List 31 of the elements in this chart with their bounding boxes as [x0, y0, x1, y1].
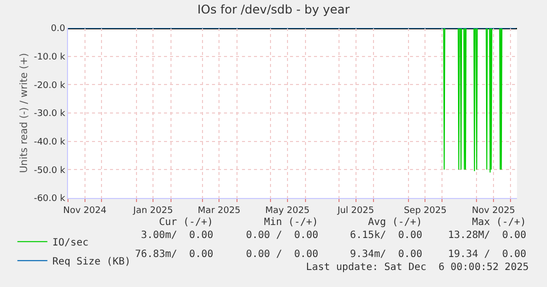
- text: 9.34m/ 0.00: [350, 249, 422, 260]
- x-tick-label: Nov 2025: [472, 206, 516, 216]
- text: 19.34 / 0.00: [448, 249, 526, 260]
- text: Last update: Sat Dec 6 00:00:52 2025: [306, 262, 529, 273]
- x-tick-label: May 2025: [265, 206, 310, 216]
- text: 0.00 / 0.00: [246, 230, 318, 241]
- text: Cur (-/+): [159, 217, 214, 228]
- x-tick-label: Sep 2025: [404, 206, 447, 216]
- text: 76.83m/ 0.00: [135, 249, 214, 260]
- legend-label: IO/sec: [52, 238, 88, 249]
- text: 0.00 / 0.00: [246, 249, 318, 260]
- y-tick-label: -60.0 k: [34, 194, 66, 204]
- y-axis-title: Units read (-) / write (+): [18, 52, 30, 174]
- x-tick-label: Nov 2024: [63, 206, 107, 216]
- y-tick-label: -20.0 k: [34, 80, 66, 91]
- text: Avg (-/+): [368, 217, 422, 228]
- y-tick-label: -30.0 k: [34, 109, 66, 120]
- y-tick-label: 0.0: [50, 24, 66, 34]
- text: 3.00m/ 0.00: [141, 230, 214, 241]
- text: Min (-/+): [264, 217, 318, 228]
- x-tick-label: Mar 2025: [198, 206, 241, 216]
- text: 6.15k/ 0.00: [350, 230, 422, 241]
- text: Max (-/+): [472, 217, 526, 228]
- y-tick-label: -50.0 k: [34, 166, 66, 176]
- legend-label: Req Size (KB): [52, 256, 131, 268]
- y-tick-label: -40.0 k: [34, 137, 66, 148]
- x-tick-label: Jan 2025: [132, 206, 173, 216]
- chart-title: IOs for /dev/sdb - by year: [197, 2, 350, 16]
- text: 13.28M/ 0.00: [448, 230, 526, 241]
- x-tick-label: Jul 2025: [336, 206, 374, 216]
- y-tick-label: -10.0 k: [34, 52, 66, 62]
